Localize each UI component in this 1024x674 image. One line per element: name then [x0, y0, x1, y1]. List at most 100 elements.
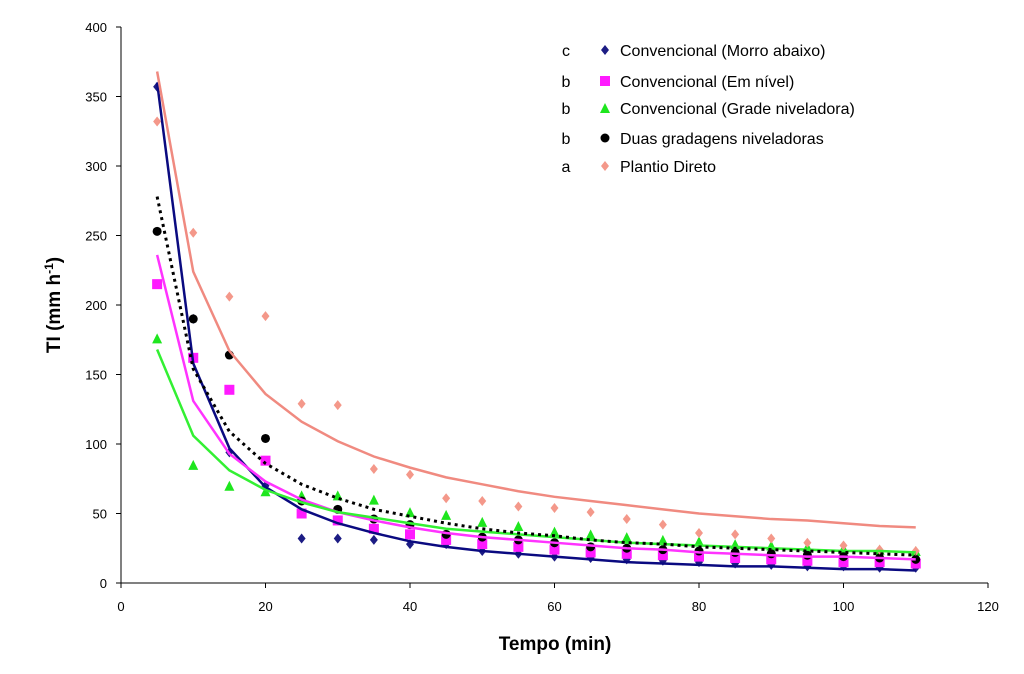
x-tick-label: 0 — [117, 599, 124, 614]
y-axis-title: TI (mm h-1) — [42, 257, 65, 353]
legend-marker — [601, 161, 609, 171]
point — [333, 533, 342, 544]
point — [441, 509, 452, 520]
point — [695, 527, 703, 538]
point — [261, 311, 270, 322]
point — [188, 459, 199, 470]
y-tick-label: 400 — [85, 20, 107, 35]
point — [549, 544, 560, 555]
legend-marker — [600, 133, 610, 143]
legend-group: a — [562, 159, 571, 176]
point — [657, 550, 668, 561]
point — [369, 534, 378, 545]
x-tick-label: 100 — [833, 599, 855, 614]
trend-line — [155, 254, 916, 561]
point — [333, 400, 342, 411]
legend-group: c — [562, 43, 570, 60]
point — [838, 557, 849, 568]
point — [585, 529, 596, 540]
x-tick-label: 60 — [547, 599, 561, 614]
point — [730, 552, 741, 563]
y-tick-label: 50 — [93, 507, 107, 522]
x-tick-label: 40 — [403, 599, 417, 614]
point — [586, 507, 595, 518]
point — [406, 469, 414, 480]
legend-group: b — [562, 101, 571, 118]
y-tick-label: 150 — [85, 368, 107, 383]
legend-label: Plantio Direto — [620, 159, 716, 176]
y-tick-label: 350 — [85, 90, 107, 105]
point — [513, 541, 524, 552]
y-tick-label: 0 — [100, 576, 107, 591]
point — [332, 515, 343, 526]
legend-label: Duas gradagens niveladoras — [620, 131, 824, 148]
legend-label: Convencional (Em nível) — [620, 74, 794, 91]
point — [152, 279, 163, 290]
point — [152, 226, 162, 236]
legend-label: Convencional (Morro abaixo) — [620, 43, 825, 60]
point — [802, 555, 813, 566]
point — [514, 501, 523, 512]
point — [513, 521, 524, 532]
point — [153, 116, 162, 127]
legend-label: Convencional (Grade niveladora) — [620, 101, 855, 118]
point — [368, 523, 379, 534]
point — [189, 227, 198, 238]
x-tick-label: 120 — [977, 599, 999, 614]
point — [550, 502, 559, 513]
point — [622, 514, 631, 525]
point — [297, 398, 306, 409]
point — [260, 486, 271, 497]
point — [369, 464, 378, 475]
y-tick-label: 300 — [85, 159, 107, 174]
point — [585, 547, 596, 558]
legend-marker — [600, 103, 610, 113]
point — [224, 480, 235, 491]
x-tick-label: 80 — [692, 599, 706, 614]
y-axis-title-sup: -1 — [42, 263, 56, 274]
point — [767, 533, 776, 544]
legend-group: b — [562, 74, 571, 91]
point — [477, 516, 488, 527]
trend-line — [155, 196, 916, 557]
point — [188, 314, 198, 324]
point — [442, 493, 451, 504]
point — [478, 495, 487, 506]
point — [225, 291, 234, 302]
y-tick-label: 100 — [85, 437, 107, 452]
y-tick-label: 200 — [85, 298, 107, 313]
point — [296, 508, 307, 519]
point — [549, 526, 560, 537]
point — [441, 534, 452, 545]
point — [766, 554, 777, 565]
point — [694, 536, 704, 547]
point — [297, 533, 306, 544]
point — [621, 548, 632, 559]
x-tick-label: 20 — [258, 599, 272, 614]
y-tick-label: 250 — [85, 229, 107, 244]
y-axis-title-end: ) — [44, 257, 65, 263]
trend-line — [155, 348, 916, 554]
point — [657, 534, 668, 545]
trend-line — [155, 82, 916, 572]
point — [731, 529, 740, 540]
point — [477, 539, 488, 550]
point — [224, 384, 235, 395]
point — [260, 455, 271, 466]
point — [405, 529, 415, 540]
point — [658, 519, 667, 530]
trend-line — [155, 71, 916, 529]
point — [839, 540, 848, 551]
point — [368, 494, 379, 505]
point — [621, 532, 632, 543]
y-axis-title-main: TI (mm h — [44, 274, 65, 353]
legend-group: b — [562, 131, 571, 148]
point — [694, 551, 704, 562]
x-axis-title: Tempo (min) — [499, 634, 612, 655]
point — [261, 433, 270, 443]
point — [152, 333, 163, 344]
point — [803, 537, 812, 548]
legend-marker — [601, 45, 609, 55]
legend-marker — [600, 76, 610, 86]
